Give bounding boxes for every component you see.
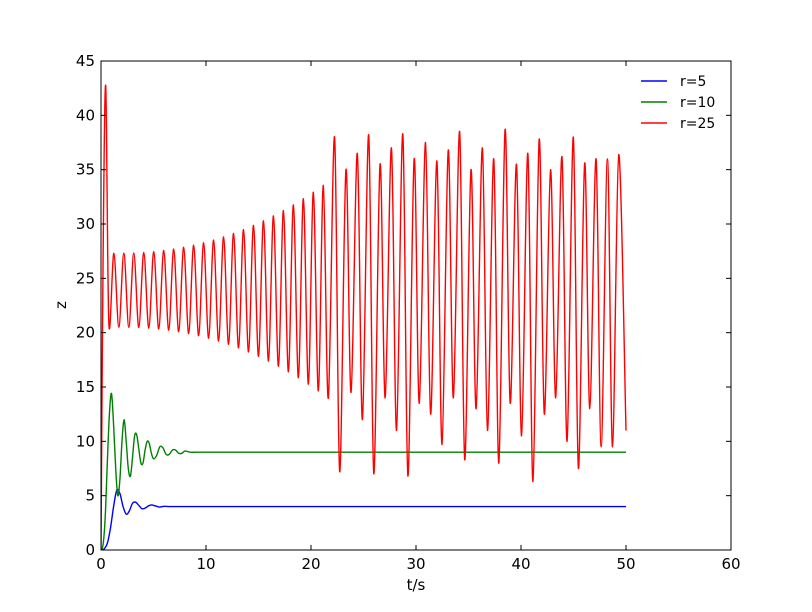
series-line-r-25 xyxy=(101,84,627,550)
y-tick-label: 35 xyxy=(76,161,95,179)
y-tick-label: 25 xyxy=(76,269,95,287)
x-tick-label: 10 xyxy=(196,555,215,573)
x-tick-label: 20 xyxy=(301,555,320,573)
legend: r=5 r=10 r=25 xyxy=(641,74,715,132)
y-tick-label: 10 xyxy=(76,432,95,450)
y-tick-label: 15 xyxy=(76,378,95,396)
series-line-r-10 xyxy=(101,392,626,550)
y-tick-label: 20 xyxy=(76,324,95,342)
series-lines xyxy=(101,84,627,550)
y-tick-label: 5 xyxy=(85,487,95,505)
x-tick-label: 50 xyxy=(616,555,635,573)
x-tick-label: 60 xyxy=(721,555,740,573)
x-tick-label: 30 xyxy=(406,555,425,573)
legend-label: r=10 xyxy=(680,95,715,111)
y-tick-label: 45 xyxy=(76,52,95,70)
x-tick-label: 40 xyxy=(511,555,530,573)
x-axis-label: t/s xyxy=(407,576,426,594)
legend-label: r=25 xyxy=(680,116,715,132)
y-axis-label: z xyxy=(52,301,70,309)
axis-ticks xyxy=(100,60,732,551)
y-tick-label: 40 xyxy=(76,106,95,124)
x-tick-label: 0 xyxy=(96,555,106,573)
series-line-r-5 xyxy=(101,488,626,550)
legend-label: r=5 xyxy=(680,74,706,90)
y-tick-label: 30 xyxy=(76,215,95,233)
y-tick-label: 0 xyxy=(85,541,95,559)
tick-labels: 0 10 20 30 40 50 60 0 5 10 15 20 25 30 35 40 45 xyxy=(76,52,741,573)
